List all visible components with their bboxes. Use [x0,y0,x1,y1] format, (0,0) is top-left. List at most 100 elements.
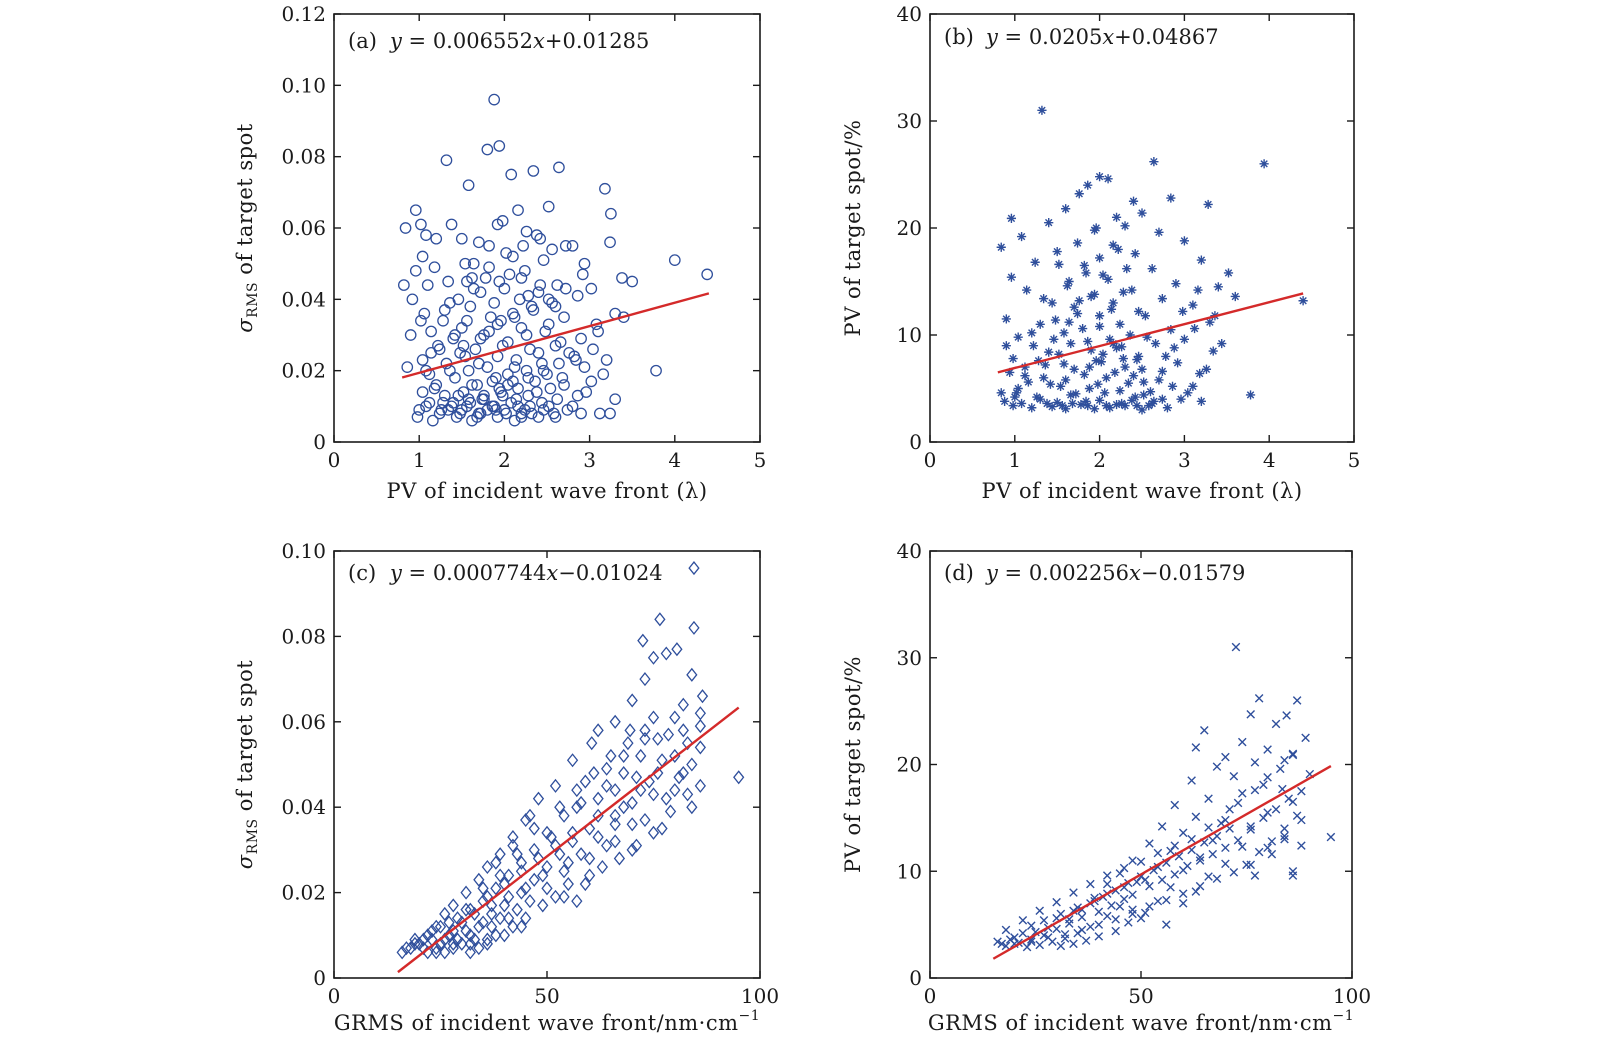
data-point [438,389,451,402]
data-point [411,411,424,423]
data-point [1001,925,1011,935]
data-point [1128,890,1137,900]
data-point [654,612,666,627]
data-point [541,825,553,840]
data-point [464,300,477,313]
data-point [1095,311,1105,321]
data-point [599,182,611,195]
data-point [539,325,552,338]
data-point [406,293,419,306]
data-point [1183,861,1192,871]
data-point [1018,928,1028,938]
data-point [1105,334,1115,344]
data-point [1153,896,1163,906]
data-point [1008,401,1018,411]
data-point [1204,823,1213,832]
data-point [1284,794,1293,803]
data-point [616,272,628,284]
data-point [586,736,598,751]
data-point [1212,874,1222,884]
y-tick-label: 0 [313,430,326,454]
data-point [549,300,562,313]
y-tick-label: 0.04 [281,287,326,311]
y-axis-label: σRMS of target spot [233,660,261,869]
data-point [490,881,502,896]
data-point [1124,918,1133,927]
data-point [435,404,448,416]
data-point [500,407,512,420]
data-point [558,889,570,904]
data-point [460,923,472,939]
panel-annotation: (b) [944,25,974,49]
data-point [1055,381,1066,391]
data-point [1077,912,1087,922]
data-point [1246,825,1256,834]
data-point [681,736,694,751]
x-tick-label: 3 [1178,448,1191,472]
data-point [520,812,532,828]
data-point [1178,889,1188,898]
data-point [416,250,429,263]
data-point [469,343,482,356]
data-point [1153,848,1163,858]
data-point [1147,264,1157,274]
data-point [609,783,621,798]
data-point [481,859,493,875]
y-axis-label: σRMS of target spot [233,123,261,332]
data-point [1144,401,1154,411]
data-point [1208,849,1218,859]
data-point [450,411,463,423]
data-point [1170,841,1180,850]
data-point [1076,399,1086,410]
data-point [1060,934,1070,943]
data-point [1233,835,1243,845]
y-tick-label: 0.08 [281,624,326,648]
data-point [1139,377,1149,387]
data-point [1027,403,1037,413]
data-point [1282,711,1291,720]
data-point [662,727,675,742]
data-point [498,898,511,913]
data-point [1061,404,1071,414]
data-point [459,257,472,270]
data-point [528,821,540,836]
data-point [1259,159,1269,169]
data-point [1288,749,1298,759]
data-point [474,332,487,345]
data-point [413,404,426,416]
data-point [515,885,528,900]
data-point [541,368,553,381]
data-point [688,620,700,635]
data-points [996,105,1308,415]
fit-line [397,706,740,974]
data-point [486,375,499,388]
data-point [1022,942,1032,952]
data-point [1223,268,1234,278]
data-point [485,919,498,934]
data-point [558,311,570,324]
data-point [568,350,581,363]
data-point [996,242,1006,252]
data-point [508,361,521,373]
data-point [635,783,647,798]
x-tick-label: 0 [924,984,937,1008]
data-point [473,919,485,934]
data-point [630,838,643,853]
data-point [578,361,591,373]
data-point [1059,359,1069,369]
data-point [1208,346,1218,356]
data-point [686,800,698,815]
data-point [507,838,519,853]
data-point [1263,745,1272,754]
data-point [454,407,466,420]
data-point [1237,737,1247,747]
data-point [1145,881,1154,891]
data-point [677,723,689,738]
data-point [443,928,455,943]
data-point [1297,786,1306,796]
data-point [1105,403,1115,413]
data-point [1001,341,1011,351]
data-point [1254,847,1264,857]
data-point [1162,895,1171,905]
data-point [585,375,598,388]
